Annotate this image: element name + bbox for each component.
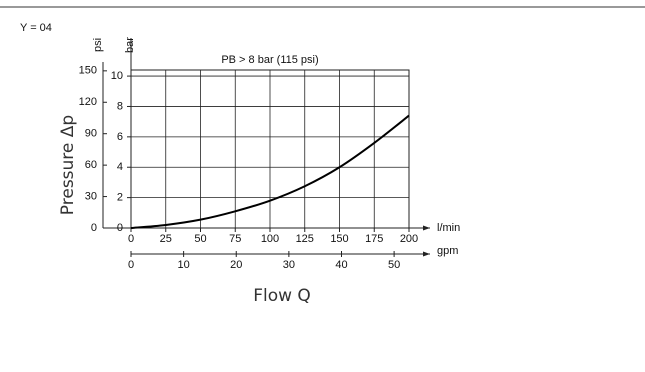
y2-tick-label: 30 (85, 190, 97, 202)
x-tick-label: 125 (296, 233, 314, 245)
x2-tick-label: 40 (335, 259, 347, 271)
y2-tick-label: 0 (91, 222, 97, 234)
variant-label: Y = 04 (20, 22, 52, 34)
x-tick-label: 100 (261, 233, 279, 245)
y-tick-label: 0 (117, 222, 123, 234)
x2-tick-label: 30 (283, 259, 295, 271)
y-tick-label: 8 (117, 100, 123, 112)
x2-tick-label: 20 (230, 259, 242, 271)
x2-tick-label: 0 (128, 259, 134, 271)
y-tick-label: 6 (117, 131, 123, 143)
curve (130, 114, 410, 229)
x2-tick-label: 10 (177, 259, 189, 271)
annotation: PB > 8 bar (115 psi) (221, 54, 318, 66)
x-axis-label: Flow Q (253, 286, 311, 306)
x-arrow (423, 225, 430, 231)
y-axis-label: Pressure Δp (58, 115, 78, 215)
x2-unit: gpm (437, 245, 458, 257)
x2-arrow (423, 251, 430, 257)
y2-tick-label: 60 (85, 159, 97, 171)
x-tick-label: 0 (128, 233, 134, 245)
y2-tick-label: 150 (79, 65, 97, 77)
y-unit: bar (124, 37, 136, 53)
x-tick-label: 175 (365, 233, 383, 245)
x2-tick-label: 50 (388, 259, 400, 271)
y2-unit: psi (92, 38, 104, 52)
y-tick-label: 10 (111, 70, 123, 82)
x-tick-label: 150 (330, 233, 348, 245)
x-tick-label: 75 (229, 233, 241, 245)
x-tick-label: 50 (194, 233, 206, 245)
y2-tick-label: 90 (85, 128, 97, 140)
x-tick-label: 200 (400, 233, 418, 245)
y2-tick-label: 120 (79, 96, 97, 108)
y-tick-label: 2 (117, 192, 123, 204)
x-unit: l/min (437, 222, 460, 234)
x-tick-label: 25 (160, 233, 172, 245)
y-tick-label: 4 (117, 161, 123, 173)
